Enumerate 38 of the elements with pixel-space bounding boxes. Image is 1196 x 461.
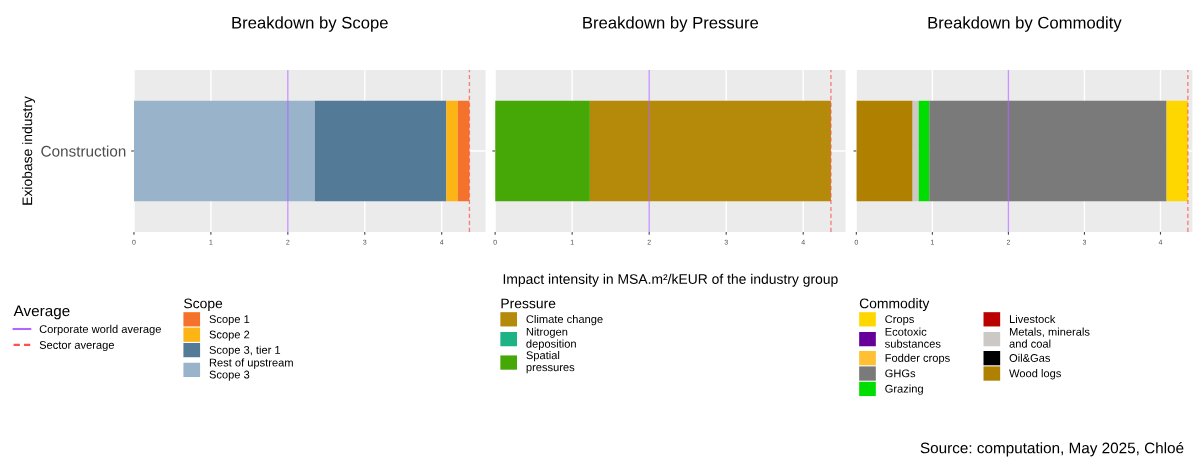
bar bbox=[856, 100, 913, 202]
legend-label: Grazing bbox=[885, 384, 923, 395]
text: Average bbox=[13, 305, 70, 320]
chart-title: Breakdown by Commodity bbox=[928, 16, 1122, 32]
bar bbox=[918, 100, 930, 202]
chart-title: Breakdown by Scope bbox=[232, 16, 388, 32]
x-axis-title: Impact intensity in MSA.m²/kEUR of the industry group bbox=[503, 273, 838, 287]
legend-title: Scope bbox=[184, 298, 223, 312]
legend-label: Wood logs bbox=[1009, 369, 1061, 380]
bar bbox=[457, 100, 470, 202]
y-tick-label: Construction bbox=[41, 145, 126, 157]
legend-label: Scope 2 bbox=[209, 330, 250, 341]
legend-label: Scope 1 bbox=[209, 315, 250, 326]
y-axis-title: Exiobase industry bbox=[22, 96, 35, 205]
chart-title: Breakdown by Pressure bbox=[583, 16, 759, 32]
legend-label: Oil&Gas bbox=[1009, 353, 1051, 362]
legend-label: Sector average bbox=[39, 341, 114, 352]
legend-label: Spatial pressures bbox=[526, 351, 575, 374]
legend-label: GHGs bbox=[885, 369, 916, 378]
bar bbox=[912, 100, 919, 202]
legend-label: Climate change bbox=[526, 314, 603, 326]
legend-label: Nitrogen deposition bbox=[526, 327, 576, 350]
legend-label: Corporate world average bbox=[39, 324, 161, 336]
legend-label: Fodder crops bbox=[885, 353, 950, 365]
legend-label: Ecotoxic substances bbox=[885, 327, 941, 348]
legend-title: Pressure bbox=[501, 298, 556, 309]
bar bbox=[929, 100, 1167, 202]
bar bbox=[446, 100, 458, 202]
legend-label: Metals, minerals and coal bbox=[1009, 327, 1090, 348]
legend-label: Livestock bbox=[1009, 314, 1056, 324]
legend-title: Commodity bbox=[859, 298, 930, 312]
source-note: Source: computation, May 2025, Chloé bbox=[920, 441, 1184, 457]
bar bbox=[314, 100, 447, 202]
legend-label: Scope 3, tier 1 bbox=[209, 345, 281, 357]
legend-label: Crops bbox=[885, 315, 914, 326]
legend-label: Rest of upstream Scope 3 bbox=[209, 358, 293, 381]
bar bbox=[1166, 100, 1188, 202]
bar bbox=[133, 100, 315, 202]
